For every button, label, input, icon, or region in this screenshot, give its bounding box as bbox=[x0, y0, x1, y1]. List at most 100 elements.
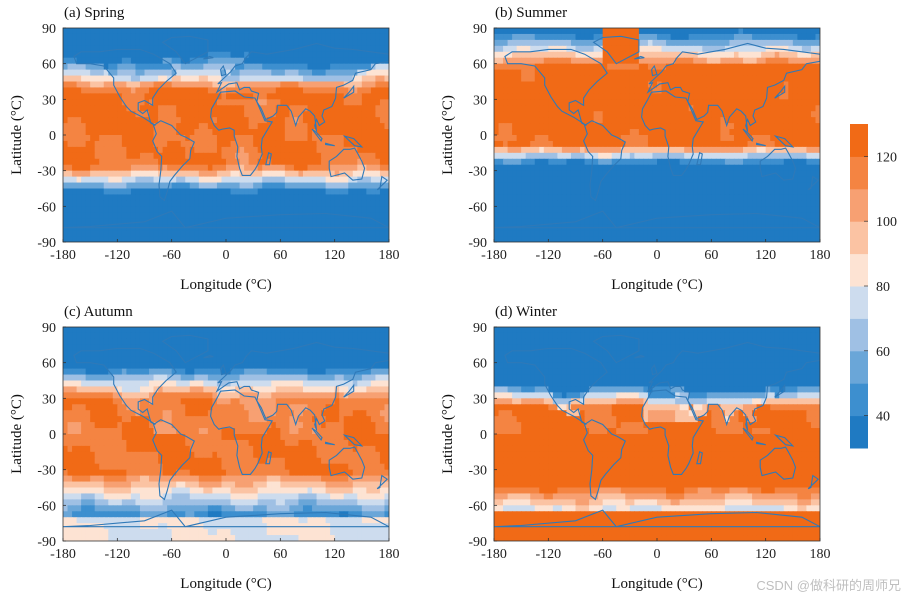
heat-cell bbox=[765, 45, 771, 53]
heat-cell bbox=[307, 111, 313, 118]
heat-cell bbox=[788, 123, 794, 130]
heat-cell bbox=[239, 194, 245, 201]
heat-cell bbox=[512, 87, 518, 94]
heat-cell bbox=[171, 146, 177, 154]
heat-cell bbox=[593, 93, 599, 100]
heat-cell bbox=[244, 230, 250, 237]
heat-cell bbox=[298, 194, 304, 201]
heat-cell bbox=[330, 99, 336, 106]
heat-cell bbox=[280, 45, 286, 53]
heat-cell bbox=[375, 99, 381, 106]
heat-cell bbox=[126, 69, 132, 77]
heat-cell bbox=[607, 200, 613, 207]
heat-cell bbox=[343, 75, 349, 83]
heat-cell bbox=[779, 170, 785, 178]
heat-cell bbox=[801, 170, 808, 178]
heat-cell bbox=[607, 93, 613, 100]
heat-cell bbox=[516, 164, 522, 172]
heat-cell bbox=[325, 230, 331, 237]
heat-cell bbox=[239, 135, 245, 142]
heat-cell bbox=[688, 57, 694, 65]
heat-cell bbox=[607, 218, 613, 225]
heat-cell bbox=[130, 182, 137, 190]
heat-cell bbox=[684, 87, 690, 94]
heat-cell bbox=[561, 87, 568, 94]
heat-cell bbox=[235, 87, 241, 94]
heat-cell bbox=[130, 63, 137, 71]
heat-cell bbox=[275, 140, 281, 148]
heat-cell bbox=[598, 182, 604, 190]
heat-cell bbox=[525, 93, 531, 100]
heat-cell bbox=[271, 57, 277, 65]
heat-cell bbox=[815, 63, 820, 71]
heat-cell bbox=[747, 188, 753, 196]
heat-cell bbox=[779, 51, 785, 59]
heat-cell bbox=[761, 51, 767, 59]
heat-cell bbox=[561, 57, 568, 65]
heat-cell bbox=[575, 63, 581, 71]
heat-cell bbox=[112, 105, 118, 112]
heat-cell bbox=[230, 230, 236, 237]
heat-cell bbox=[67, 135, 73, 142]
heat-cell bbox=[602, 158, 608, 166]
heat-cell bbox=[321, 111, 327, 118]
heat-cell bbox=[99, 45, 105, 53]
heat-cell bbox=[253, 63, 259, 71]
heat-cell bbox=[620, 200, 626, 207]
heat-cell bbox=[602, 140, 608, 148]
heat-cell bbox=[679, 182, 685, 190]
heat-cell bbox=[112, 63, 118, 71]
heat-cell bbox=[370, 146, 377, 154]
heat-cell bbox=[774, 164, 780, 172]
heat-cell bbox=[607, 140, 613, 148]
heat-cell bbox=[765, 158, 771, 166]
heat-cell bbox=[158, 33, 164, 41]
heat-cell bbox=[298, 176, 304, 184]
heat-cell bbox=[144, 140, 150, 148]
heat-cell bbox=[761, 129, 767, 136]
heat-cell bbox=[770, 87, 776, 94]
heat-cell bbox=[162, 69, 168, 77]
heat-cell bbox=[262, 69, 268, 77]
heat-cell bbox=[366, 105, 372, 112]
heat-cell bbox=[253, 176, 259, 184]
heat-cell bbox=[521, 129, 527, 136]
heat-cell bbox=[139, 135, 146, 142]
heat-cell bbox=[203, 129, 209, 136]
heat-cell bbox=[316, 129, 322, 136]
heat-cell bbox=[144, 129, 150, 136]
heat-cell bbox=[625, 51, 631, 59]
heat-cell bbox=[530, 33, 536, 41]
heat-cell bbox=[352, 81, 358, 89]
heat-cell bbox=[366, 123, 372, 130]
heat-cell bbox=[298, 75, 304, 83]
heat-cell bbox=[498, 75, 504, 83]
heat-cell bbox=[103, 206, 109, 213]
heat-cell bbox=[216, 176, 223, 184]
heat-cell bbox=[158, 69, 164, 77]
heat-cell bbox=[330, 117, 336, 124]
heat-cell bbox=[684, 218, 690, 225]
heat-cell bbox=[312, 140, 318, 148]
heat-cell bbox=[352, 230, 358, 237]
heat-cell bbox=[379, 129, 386, 136]
heat-cell bbox=[312, 87, 318, 94]
heat-cell bbox=[539, 206, 545, 213]
heat-cell bbox=[325, 200, 331, 207]
heat-cell bbox=[339, 146, 345, 154]
heat-cell bbox=[76, 176, 82, 184]
heat-cell bbox=[194, 164, 200, 172]
heat-cell bbox=[298, 230, 304, 237]
heat-cell bbox=[198, 170, 204, 178]
heat-cell bbox=[226, 51, 232, 59]
heat-cell bbox=[117, 75, 123, 83]
heat-cell bbox=[293, 236, 300, 242]
heat-cell bbox=[307, 182, 313, 190]
heat-cell bbox=[806, 75, 812, 83]
heat-cell bbox=[747, 33, 753, 41]
heat-cell bbox=[189, 39, 195, 47]
heat-cell bbox=[788, 200, 794, 207]
heat-cell bbox=[244, 182, 250, 190]
heat-cell bbox=[130, 206, 137, 213]
